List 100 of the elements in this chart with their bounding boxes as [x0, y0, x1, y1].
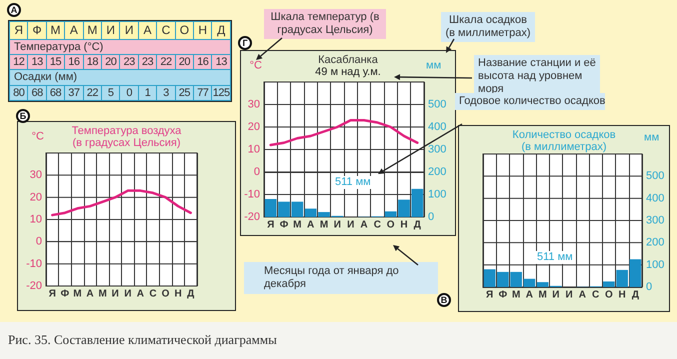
y-tick-label: -20 [244, 211, 260, 223]
y-tick-label: 0 [254, 166, 260, 178]
y-axis-title: °C [32, 130, 44, 142]
data-label: 23 [138, 54, 157, 70]
x-tick-label: Д [414, 220, 421, 230]
x-tick-label: А [526, 290, 533, 300]
x-tick-label: С [374, 220, 381, 230]
x-tick-label: И [334, 220, 341, 230]
x-tick-label: М [98, 288, 107, 300]
text: Шкала температур (в градусах Цельсия) [264, 9, 386, 39]
y2-tick-label: 500 [646, 170, 664, 182]
y2-tick-label: 100 [646, 258, 664, 271]
text: Шкала осадков (в миллиметрах) [441, 12, 535, 42]
y2-tick-label: 400 [646, 192, 664, 204]
y2-tick-label: 300 [428, 144, 446, 156]
x-tick-label: М [320, 220, 328, 230]
category-label: А [64, 22, 84, 40]
series-label: Температура (°C) [10, 39, 230, 54]
data-label: 25 [175, 85, 194, 100]
chart-subtitle: 49 м над у.м. [314, 66, 382, 78]
data-label: 20 [175, 54, 194, 70]
x-tick-label: Ф [60, 288, 70, 300]
category-label: С [156, 22, 176, 40]
text: Годовое количество осадков [455, 93, 606, 110]
category-label: О [175, 22, 194, 40]
data-label: 80 [10, 85, 28, 100]
x-tick-label: И [124, 288, 132, 300]
data-label: 22 [156, 54, 176, 70]
text: В [437, 293, 451, 307]
x-tick-label: О [604, 290, 613, 300]
text: Название станции и её высота над уровнем моря [474, 55, 600, 98]
y-tick-label: 0 [36, 236, 42, 248]
series-label: Осадки (мм) [10, 70, 230, 86]
x-tick-label: Н [174, 288, 182, 300]
data-label: 125 [212, 85, 230, 100]
x-tick-label: Д [187, 288, 194, 300]
y2-tick-label: 400 [428, 121, 446, 133]
category-label: М [46, 22, 65, 40]
chart-title: Касабланка [317, 54, 379, 66]
line-series [51, 189, 192, 216]
x-tick-label: М [512, 290, 520, 300]
x-tick-label: О [162, 288, 170, 300]
data-label: 13 [212, 54, 230, 70]
data-label: 12 [10, 54, 28, 70]
data-label: 77 [194, 85, 212, 100]
text: Рис. 35. Составление климатической диаграммы [8, 332, 278, 347]
x-tick-label: Ф [498, 290, 508, 300]
category-label: Д [212, 22, 230, 40]
y2-tick-label: 500 [428, 98, 446, 110]
chart-title: Количество осадков (в миллиметрах) [511, 129, 617, 153]
y2-axis-title: мм [426, 60, 442, 72]
line-series [269, 119, 419, 146]
y-tick-label: 20 [248, 121, 260, 133]
y2-axis-title: мм [644, 132, 660, 144]
x-tick-label: Н [400, 220, 408, 230]
x-tick-label: С [149, 288, 157, 300]
category-label: М [83, 22, 102, 40]
data-label: 3 [156, 85, 176, 100]
x-tick-label: И [347, 220, 354, 230]
y-tick-label: 30 [30, 169, 42, 182]
y-tick-label: -10 [26, 258, 42, 270]
y-tick-label: 10 [248, 144, 260, 156]
category-label: Ф [28, 22, 46, 40]
data-label: 13 [28, 54, 46, 70]
x-tick-label: С [592, 290, 600, 300]
data-label: 23 [120, 54, 138, 70]
x-tick-label: Я [267, 220, 274, 230]
x-tick-label: А [86, 288, 94, 300]
x-tick-label: А [360, 220, 368, 230]
x-tick-label: Ф [280, 220, 289, 230]
data-label: 20 [102, 54, 120, 70]
data-label: 37 [64, 85, 84, 100]
y2-tick-label: 0 [428, 211, 434, 223]
annotation: 511 мм [333, 176, 373, 189]
x-tick-label: И [566, 290, 573, 300]
y-tick-label: -10 [244, 188, 260, 200]
text: Г [238, 36, 252, 50]
y2-tick-label: 200 [428, 166, 446, 178]
y2-tick-label: 0 [646, 281, 652, 293]
data-label: 5 [102, 85, 120, 100]
x-tick-label: И [552, 290, 560, 300]
category-label: И [102, 22, 120, 40]
y2-tick-label: 100 [428, 188, 446, 200]
data-label: 0 [120, 85, 138, 100]
data-label: 16 [194, 54, 212, 70]
x-tick-label: Д [632, 290, 639, 300]
data-label: 68 [28, 85, 46, 100]
x-tick-label: М [73, 288, 82, 300]
x-tick-label: А [578, 290, 586, 300]
y-axis-title: °C [250, 60, 262, 72]
x-tick-label: Я [486, 290, 494, 300]
text: Б [16, 109, 30, 123]
y2-tick-label: 200 [646, 236, 664, 249]
data-label: 15 [46, 54, 65, 70]
x-tick-label: Н [618, 290, 626, 300]
x-tick-label: О [386, 220, 395, 230]
text: Месяцы года от января до декабря [244, 262, 438, 294]
data-label: 68 [46, 85, 65, 100]
chart-title: Температура воздуха (в градусах Цельсия) [70, 125, 182, 149]
y-tick-label: 20 [30, 191, 42, 204]
